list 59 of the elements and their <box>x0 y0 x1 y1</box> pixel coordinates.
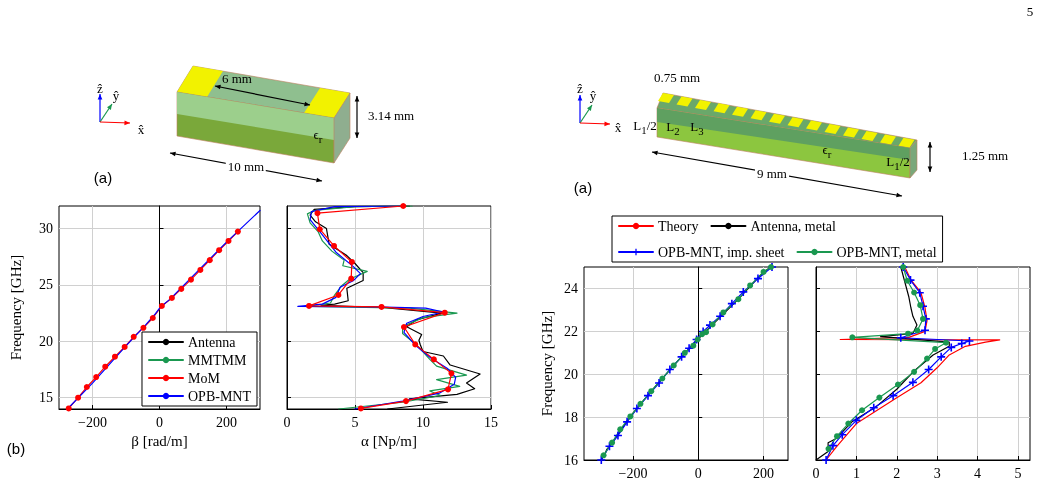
text: x̂ <box>614 120 622 136</box>
text: (b) <box>6 439 26 457</box>
text: 1.25 mm <box>961 148 1009 164</box>
legend-label: Antenna, metal <box>750 218 837 234</box>
legend-label: OPB-MNT <box>187 388 252 404</box>
text: ϵ$_{r}$ <box>313 127 323 145</box>
x-tick-label: 4 <box>974 465 982 480</box>
text: ϵ$_{r}$ <box>822 142 832 160</box>
text: x̂ <box>137 122 145 138</box>
x-tick-label: 0 <box>283 414 291 430</box>
text: ŷ <box>112 88 120 104</box>
x-tick-label: −200 <box>78 414 107 430</box>
text: (a) <box>573 178 593 196</box>
text: L$_{1}$/2 <box>633 118 657 136</box>
x-tick-label: 0 <box>156 414 163 430</box>
text: ẑ <box>97 81 103 97</box>
x-tick-label: 1 <box>852 465 860 480</box>
y-tick-label: 20 <box>39 333 53 349</box>
x-tick-label: 200 <box>216 414 237 430</box>
x-tick-label: 15 <box>484 414 498 430</box>
legend-label: OPB-MNT, imp. sheet <box>658 244 785 260</box>
x-tick-label: 0 <box>812 465 820 480</box>
y-tick-label: 18 <box>564 409 578 425</box>
x-tick-label: 5 <box>1014 465 1022 480</box>
text: 3.14 mm <box>367 108 415 124</box>
legend-label: Antenna <box>187 334 237 350</box>
x-tick-label: 2 <box>893 465 901 480</box>
y-tick-label: 25 <box>39 277 53 293</box>
text: 9 mm <box>755 166 789 182</box>
text: (a) <box>93 168 113 186</box>
y-axis-title: Frequency [GHz] <box>538 310 555 417</box>
legend-label: Theory <box>658 218 699 234</box>
y-axis-title: Frequency [GHz] <box>7 254 24 361</box>
x-tick-label: 200 <box>753 465 775 480</box>
text: 10 mm <box>225 159 267 175</box>
text: L$_{2}$ <box>666 119 680 137</box>
x-tick-label: −200 <box>618 465 648 480</box>
y-tick-label: 20 <box>564 366 578 382</box>
text: L$_{3}$ <box>690 119 704 137</box>
text: 5 <box>1026 4 1034 20</box>
y-tick-label: 22 <box>564 323 578 339</box>
text: 6 mm <box>222 71 252 87</box>
x-axis-title: α [Np/m] <box>361 433 417 450</box>
legend-label: MoM <box>187 370 221 386</box>
x-axis-title: β [rad/m] <box>131 433 188 450</box>
x-tick-label: 10 <box>416 414 430 430</box>
x-tick-label: 3 <box>933 465 941 480</box>
y-tick-label: 15 <box>39 390 53 406</box>
y-tick-label: 30 <box>39 221 53 237</box>
legend-label: MMTMM <box>187 352 247 368</box>
text: L$_{1}$/2 <box>886 154 910 172</box>
text: ẑ <box>577 81 583 97</box>
text: ŷ <box>589 88 597 104</box>
x-tick-label: 0 <box>694 465 702 480</box>
y-tick-label: 24 <box>564 280 578 296</box>
x-tick-label: 5 <box>351 414 359 430</box>
y-tick-label: 16 <box>564 452 578 468</box>
text: 0.75 mm <box>653 70 701 86</box>
legend-label: OPB-MNT, metal <box>836 244 937 260</box>
